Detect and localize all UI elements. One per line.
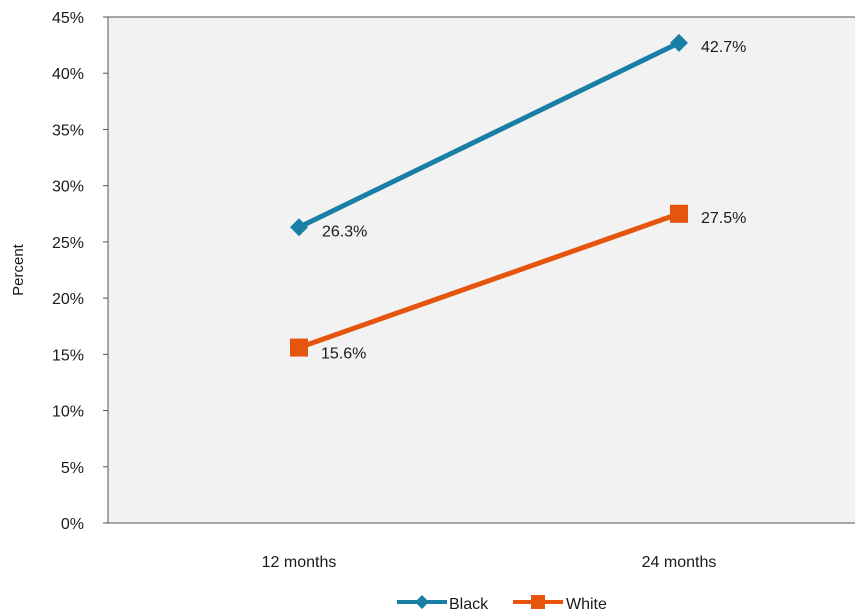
data-point-marker [290, 218, 308, 237]
data-label: 15.6% [321, 346, 366, 363]
data-point-marker [290, 338, 308, 357]
series-white: 15.6% 27.5% [290, 204, 746, 363]
x-tick-label: 24 months [642, 554, 717, 571]
data-label: 27.5% [701, 210, 746, 227]
legend-marker [415, 595, 429, 609]
data-label: 42.7% [701, 39, 746, 56]
y-tick-label: 20% [52, 291, 84, 308]
y-axis-label: Percent [10, 243, 27, 296]
legend-item-white: White [513, 595, 607, 613]
data-point-marker [670, 33, 688, 52]
plot-area [108, 17, 855, 523]
y-tick-label: 30% [52, 179, 84, 196]
x-tick-label: 12 months [262, 554, 337, 571]
data-point-marker [670, 204, 688, 223]
series-black: 26.3% 42.7% [290, 33, 746, 240]
data-label: 26.3% [322, 223, 367, 240]
legend: Black White [397, 595, 607, 613]
y-tick-label: 40% [52, 66, 84, 83]
y-tick-label: 35% [52, 122, 84, 139]
series-line [297, 40, 681, 230]
series-line [298, 211, 680, 350]
legend-label: White [566, 596, 607, 613]
y-tick-label: 5% [61, 460, 84, 477]
legend-label: Black [449, 596, 489, 613]
series-layer: 26.3% 42.7% 15.6% 27.5% [290, 33, 746, 363]
y-tick-label: 25% [52, 235, 84, 252]
y-axis-ticks: 0% 5% 10% 15% 20% 25% 30% 35% 40% 45% [52, 10, 108, 533]
legend-marker [531, 595, 545, 609]
y-tick-label: 15% [52, 347, 84, 364]
y-tick-label: 10% [52, 404, 84, 421]
y-tick-label: 0% [61, 516, 84, 533]
x-axis-ticks: 12 months 24 months [262, 554, 717, 571]
legend-item-black: Black [397, 595, 489, 613]
y-tick-label: 45% [52, 10, 84, 27]
